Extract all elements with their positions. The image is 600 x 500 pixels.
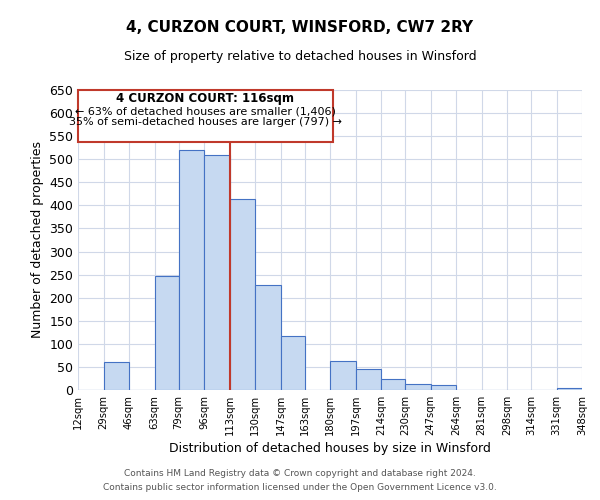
Bar: [179, 150, 204, 390]
Bar: [330, 361, 355, 390]
Bar: [255, 285, 281, 390]
Text: ← 63% of detached houses are smaller (1,406): ← 63% of detached houses are smaller (1,…: [75, 106, 336, 117]
Text: 4 CURZON COURT: 116sqm: 4 CURZON COURT: 116sqm: [116, 92, 295, 105]
Bar: [281, 336, 305, 390]
Text: 35% of semi-detached houses are larger (797) →: 35% of semi-detached houses are larger (…: [69, 118, 342, 128]
Bar: [405, 384, 431, 390]
Y-axis label: Number of detached properties: Number of detached properties: [31, 142, 44, 338]
Bar: [104, 362, 129, 390]
Bar: [431, 386, 456, 390]
X-axis label: Distribution of detached houses by size in Winsford: Distribution of detached houses by size …: [169, 442, 491, 455]
Bar: [557, 388, 582, 390]
Text: Contains HM Land Registry data © Crown copyright and database right 2024.: Contains HM Land Registry data © Crown c…: [124, 468, 476, 477]
Bar: [155, 276, 179, 390]
Bar: [204, 154, 229, 390]
Text: Size of property relative to detached houses in Winsford: Size of property relative to detached ho…: [124, 50, 476, 63]
Text: Contains public sector information licensed under the Open Government Licence v3: Contains public sector information licen…: [103, 484, 497, 492]
Bar: [229, 199, 255, 390]
Bar: [355, 369, 381, 390]
Text: 4, CURZON COURT, WINSFORD, CW7 2RY: 4, CURZON COURT, WINSFORD, CW7 2RY: [127, 20, 473, 35]
Bar: [381, 379, 405, 390]
FancyBboxPatch shape: [78, 90, 333, 142]
